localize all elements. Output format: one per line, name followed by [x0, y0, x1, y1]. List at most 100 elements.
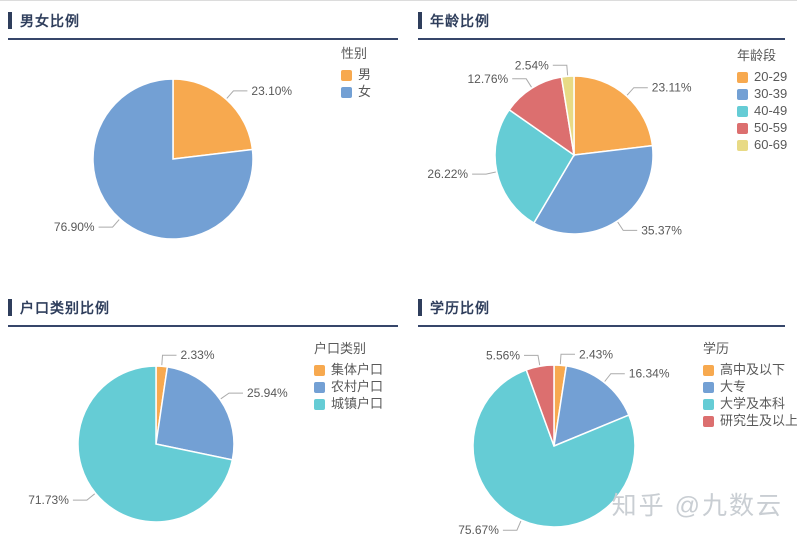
panel-header: 男女比例	[8, 9, 398, 40]
pie-slice[interactable]	[92, 78, 254, 240]
legend-item[interactable]: 女	[341, 84, 372, 99]
legend-swatch	[737, 122, 748, 134]
legend-item[interactable]: 大专	[703, 379, 797, 394]
legend-title: 学历	[703, 341, 730, 356]
legend-swatch	[703, 381, 714, 393]
slice-percent-label: 5.56%	[486, 348, 520, 362]
legend-label: 男	[358, 67, 372, 82]
pie-slice[interactable]	[494, 108, 575, 225]
legend-label: 大学及本科	[720, 396, 786, 411]
legend-label: 20-29	[754, 69, 788, 84]
panel-household-ratio: 2.33% 25.94% 71.73% 户口类别比例 户口类别 集体户口农村户口城镇…	[0, 288, 410, 536]
legend-education: 学历 高中及以下大专大学及本科研究生及以上	[703, 338, 797, 432]
pie-slice[interactable]	[172, 78, 254, 160]
legend-label: 40-49	[754, 103, 788, 118]
legend-item[interactable]: 农村户口	[314, 379, 384, 394]
legend-swatch	[314, 381, 325, 393]
panel-age-ratio: 23.11% 35.37% 26.22% 12.76% 2.54% 年龄比例 年龄段 2…	[410, 1, 797, 288]
pie-slice[interactable]	[508, 76, 576, 157]
legend-swatch	[314, 364, 325, 376]
label-leader-line	[617, 221, 638, 231]
slice-percent-label: 71.73%	[28, 493, 69, 507]
legend-item[interactable]: 20-29	[737, 69, 788, 84]
slice-percent-label: 2.33%	[181, 348, 215, 362]
legend-label: 高中及以下	[720, 362, 786, 377]
legend-items: 高中及以下大专大学及本科研究生及以上	[703, 362, 797, 427]
panel-title: 学历比例	[430, 300, 490, 316]
legend-item[interactable]: 集体户口	[314, 362, 384, 377]
pie-slice[interactable]	[532, 144, 654, 235]
legend-items: 20-29 30-39 40-49 50-59 60-69	[737, 69, 788, 151]
label-leader-line	[604, 373, 625, 382]
legend-swatch	[314, 398, 325, 410]
legend-swatch	[737, 139, 748, 151]
pie-slice[interactable]	[77, 365, 234, 523]
slice-percent-label: 35.37%	[641, 223, 682, 237]
legend-item[interactable]: 研究生及以上	[703, 414, 797, 427]
legend-swatch	[703, 398, 714, 410]
slice-percent-label: 75.67%	[458, 523, 499, 536]
slice-percent-label: 2.43%	[579, 347, 613, 361]
legend-swatch	[737, 105, 748, 117]
legend-swatch	[737, 71, 748, 83]
legend-swatch	[703, 364, 714, 376]
slice-percent-label: 16.34%	[629, 367, 670, 381]
pie-slice[interactable]	[573, 75, 654, 156]
legend-item[interactable]: 男	[341, 67, 372, 82]
legend-swatch	[341, 86, 352, 98]
slice-percent-label: 25.94%	[247, 386, 288, 400]
label-leader-line	[559, 353, 575, 365]
legend-swatch	[737, 88, 748, 100]
legend-item[interactable]: 高中及以下	[703, 362, 797, 377]
pie-slice[interactable]	[560, 75, 575, 156]
slice-percent-label: 26.22%	[427, 167, 468, 181]
legend-household: 户口类别 集体户口农村户口城镇户口	[314, 338, 383, 415]
legend-title: 年龄段	[737, 48, 777, 63]
slice-percent-label: 12.76%	[467, 72, 508, 86]
legend-item[interactable]: 城镇户口	[314, 397, 383, 410]
panel-title: 户口类别比例	[20, 300, 110, 316]
panel-title: 年龄比例	[430, 13, 490, 29]
slice-percent-label: 23.11%	[652, 81, 692, 95]
label-leader-line	[502, 520, 522, 531]
panel-title: 男女比例	[20, 13, 80, 29]
title-accent-bar	[418, 12, 422, 29]
pie-slice[interactable]	[553, 365, 630, 448]
label-leader-line	[512, 78, 532, 88]
pie-slice[interactable]	[472, 368, 636, 528]
pie-slice[interactable]	[525, 364, 555, 447]
watermark: 知乎 @九数云	[611, 492, 783, 520]
legend-gender: 性别 男女	[341, 43, 371, 103]
panel-header: 年龄比例	[418, 9, 785, 40]
legend-title: 性别	[341, 46, 368, 61]
panel-education-ratio: 2.43% 16.34% 75.67% 5.56% 学历比例 学历 高中及以下大专大学…	[410, 288, 797, 536]
title-accent-bar	[8, 299, 12, 316]
title-accent-bar	[8, 12, 12, 29]
slice-percent-label: 23.10%	[251, 84, 292, 98]
legend-label: 大专	[720, 379, 747, 394]
slice-percent-label: 76.90%	[54, 220, 95, 234]
label-leader-line	[472, 171, 496, 175]
legend-item[interactable]: 40-49	[737, 103, 788, 118]
legend-label: 农村户口	[331, 379, 384, 394]
legend-item[interactable]: 60-69	[737, 138, 787, 151]
legend-label: 50-59	[754, 120, 788, 135]
pie-slice[interactable]	[155, 365, 235, 461]
legend-title: 户口类别	[314, 341, 367, 356]
pie-chart-age: 23.11% 35.37% 26.22% 12.76% 2.54%	[427, 58, 692, 237]
title-accent-bar	[418, 299, 422, 316]
legend-label: 集体户口	[331, 362, 384, 377]
pie-chart-education: 2.43% 16.34% 75.67% 5.56%	[458, 347, 670, 536]
legend-item[interactable]: 大学及本科	[703, 396, 797, 411]
label-leader-line	[226, 90, 248, 99]
legend-item[interactable]: 50-59	[737, 120, 788, 135]
legend-item[interactable]: 30-39	[737, 87, 787, 100]
label-leader-line	[161, 354, 177, 366]
legend-swatch	[341, 69, 352, 81]
legend-items: 集体户口农村户口城镇户口	[314, 362, 384, 410]
label-leader-line	[220, 392, 243, 400]
legend-label: 女	[358, 84, 372, 99]
panel-header: 户口类别比例	[8, 296, 398, 327]
panel-gender-ratio: 23.10% 76.90% 男女比例 性别 男女	[0, 1, 410, 288]
